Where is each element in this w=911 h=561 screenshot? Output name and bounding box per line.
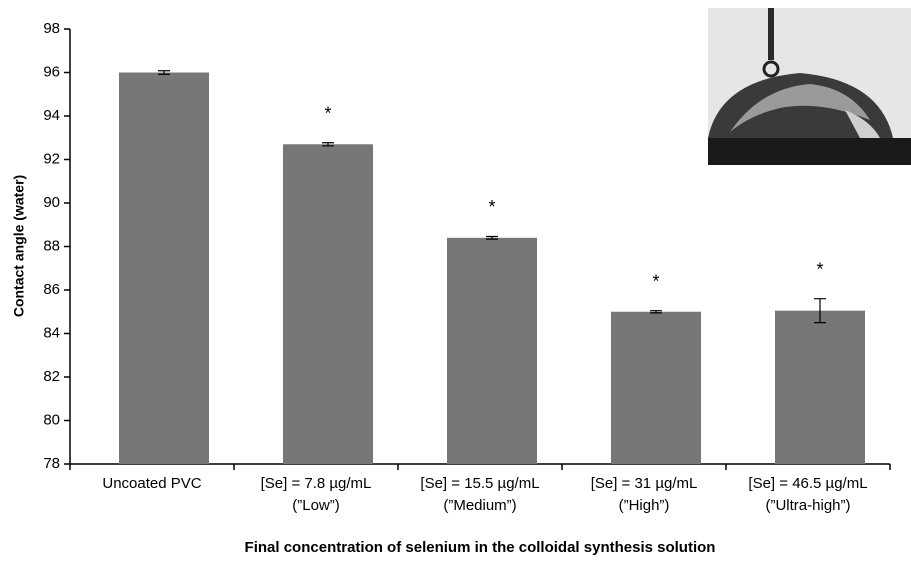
error-bar [814,298,826,324]
inset-photo [708,8,911,165]
y-tick-label: 82 [43,368,60,385]
x-tick-label: [Se] = 7.8 µg/mL [261,475,372,492]
y-tick-label: 92 [43,150,60,167]
y-tick-label: 94 [43,107,60,124]
error-bar [486,235,498,240]
y-tick-label: 86 [43,281,60,298]
x-tick-label: (”Medium”) [443,497,516,514]
bar [447,237,537,464]
x-tick-label: [Se] = 31 µg/mL [591,475,698,492]
y-tick-label: 78 [43,455,60,472]
y-tick-label: 98 [43,20,60,37]
bar [775,310,865,464]
error-bar [158,70,170,75]
y-tick-label: 84 [43,324,60,341]
bar [283,144,373,464]
x-tick-label: Uncoated PVC [102,475,201,492]
bar [611,311,701,464]
x-tick-label: [Se] = 15.5 µg/mL [420,475,539,492]
y-axis-label: Contact angle (water) [11,175,27,317]
x-tick-label: (”Ultra-high”) [765,497,850,514]
bar [119,72,209,464]
error-bar [650,310,662,314]
x-tick-label: (”Low”) [292,497,340,514]
significance-marker: * [324,104,331,124]
y-tick-label: 90 [43,194,60,211]
significance-marker: * [652,271,659,291]
y-tick-label: 88 [43,237,60,254]
y-tick-label: 80 [43,411,60,428]
x-tick-label: [Se] = 46.5 µg/mL [748,475,867,492]
x-tick-label: (”High”) [619,497,670,514]
y-tick-label: 96 [43,63,60,80]
x-axis-label: Final concentration of selenium in the c… [245,539,716,556]
significance-marker: * [488,197,495,217]
significance-marker: * [816,259,823,279]
error-bar [322,142,334,147]
